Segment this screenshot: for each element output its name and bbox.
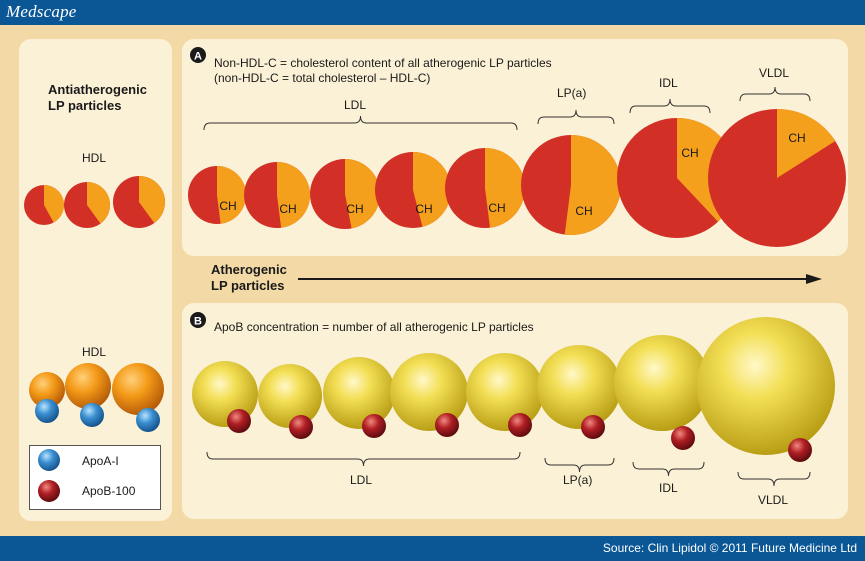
hdl-sphere-1 xyxy=(29,372,65,408)
ch-pie-6-orange xyxy=(564,134,622,235)
apob100-dot-1 xyxy=(227,409,251,433)
medscape-logo[interactable]: Medscape xyxy=(6,2,77,21)
legend-label-apoa1: ApoA-I xyxy=(82,454,119,468)
panel-b-ldl-label: LDL xyxy=(350,473,373,487)
legend-apob100-dot xyxy=(38,480,60,502)
panel-b-idl-brace xyxy=(632,461,705,477)
ch-pie-8-orange xyxy=(777,109,836,178)
hdl-sphere-3 xyxy=(112,363,164,415)
footer-bar: Source: Clin Lipidol © 2011 Future Medic… xyxy=(0,536,865,561)
apob100-dot-7 xyxy=(671,426,695,450)
apob-particle-8 xyxy=(697,317,835,455)
apob100-dot-6 xyxy=(581,415,605,439)
legend-apoa1-dot xyxy=(38,449,60,471)
panel-a-badge xyxy=(190,47,206,63)
apob-particle-6 xyxy=(537,345,621,429)
apob100-dot-2 xyxy=(289,415,313,439)
apob100-dot-3 xyxy=(362,414,386,438)
header-bar: Medscape xyxy=(0,0,865,25)
ch-pie-5-orange xyxy=(485,148,526,228)
panel-a-ldl-label: LDL xyxy=(344,98,367,112)
source-credit: Source: Clin Lipidol © 2011 Future Medic… xyxy=(602,541,857,555)
apoa1-dot-3 xyxy=(136,408,160,432)
atherogenic-arrow-head xyxy=(806,274,822,284)
ch-label-2: CH xyxy=(279,202,296,216)
apoa1-dot-2 xyxy=(80,403,104,427)
arrow-label-line2: LP particles xyxy=(211,278,285,293)
panel-a-ldl-brace xyxy=(203,115,518,131)
panel-b-ldl-brace xyxy=(206,451,521,467)
ch-label-1: CH xyxy=(219,199,236,213)
ch-pie-2-orange xyxy=(277,162,311,228)
hdl-bottom-label: HDL xyxy=(82,345,107,359)
ch-pie-1-orange xyxy=(217,166,247,224)
panel-b-line1: ApoB concentration = number of all ather… xyxy=(214,320,534,334)
ch-label-3: CH xyxy=(346,202,363,216)
ch-pie-4-orange xyxy=(413,152,452,227)
ch-label-6: CH xyxy=(575,204,592,218)
panel-a-idl-label: IDL xyxy=(659,76,678,90)
panel-b-letter: B xyxy=(194,316,202,328)
apob-particle-4 xyxy=(390,353,468,431)
panel-b-vldl-label: VLDL xyxy=(758,493,789,507)
hdl-top-label: HDL xyxy=(82,151,107,165)
hdl-pie-3-orange xyxy=(139,176,165,224)
panel-a-lpa-label: LP(a) xyxy=(557,86,587,100)
panel-a-line2: (non-HDL-C = total cholesterol – HDL-C) xyxy=(214,71,431,85)
ch-label-7: CH xyxy=(681,146,698,160)
panel-b-vldl-brace xyxy=(737,471,811,487)
ch-label-8: CH xyxy=(788,131,805,145)
ch-label-4: CH xyxy=(415,202,432,216)
legend-label-apob100: ApoB-100 xyxy=(82,484,136,498)
apob-particle-5 xyxy=(466,353,544,431)
panel-b-lpa-brace xyxy=(544,457,615,473)
apoa1-dot-1 xyxy=(35,399,59,423)
panel-a-lpa-brace xyxy=(537,109,615,125)
panel-b-lpa-label: LP(a) xyxy=(563,473,593,487)
apob-particle-2 xyxy=(258,364,322,428)
panel-b-idl-label: IDL xyxy=(659,481,678,495)
hdl-pie-2-orange xyxy=(87,182,110,224)
panel-b-badge xyxy=(190,312,206,328)
panel-a-line1: Non-HDL-C = cholesterol content of all a… xyxy=(214,56,552,70)
left-panel xyxy=(19,39,172,521)
apob-particle-3 xyxy=(323,357,395,429)
left-title-line2: LP particles xyxy=(48,98,122,113)
apob100-dot-8 xyxy=(788,438,812,462)
ch-label-5: CH xyxy=(488,201,505,215)
panel-a-idl-brace xyxy=(629,98,711,114)
hdl-pie-1-orange xyxy=(44,185,65,223)
apob100-dot-4 xyxy=(435,413,459,437)
apob-particle-7 xyxy=(614,335,710,431)
arrow-label-line1: Atherogenic xyxy=(211,262,287,277)
panel-a-vldl-label: VLDL xyxy=(759,66,790,80)
panel-a-letter: A xyxy=(194,51,202,63)
left-title-line1: Antiatherogenic xyxy=(48,82,147,97)
hdl-sphere-2 xyxy=(65,363,111,409)
panel-a-vldl-brace xyxy=(739,86,811,102)
apob100-dot-5 xyxy=(508,413,532,437)
ch-pie-3-orange xyxy=(345,159,380,229)
